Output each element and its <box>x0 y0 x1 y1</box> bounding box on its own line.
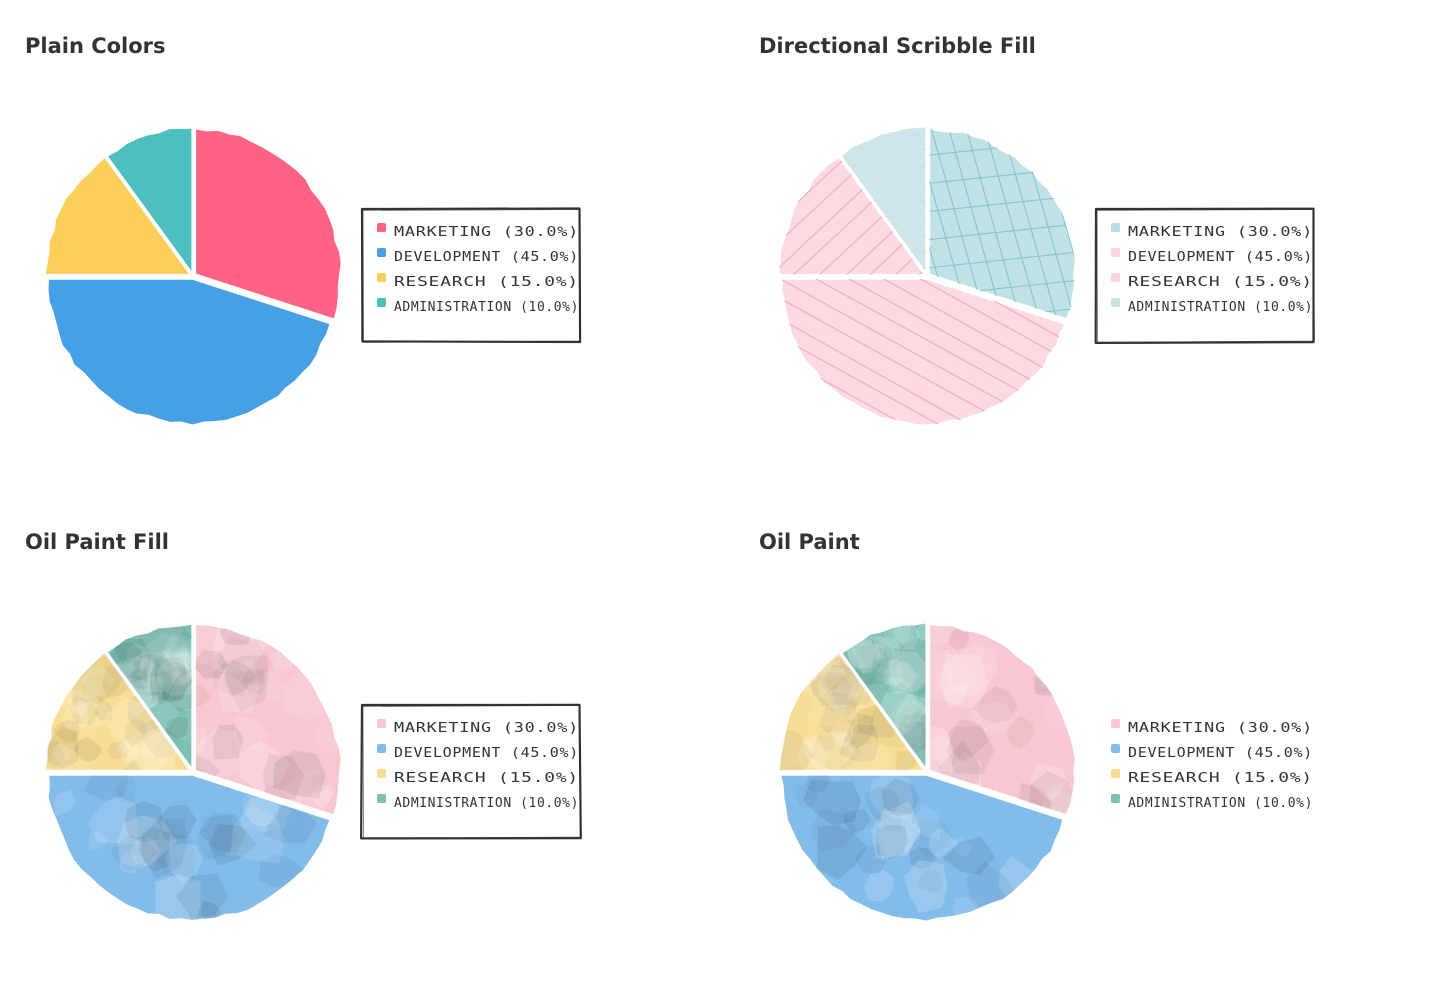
chart-panel-directional-scribble-fill: Directional Scribble Fill MARKETING (30.… <box>759 0 1440 480</box>
legend-item-marketing: MARKETING (30.0%) <box>1111 719 1313 736</box>
pie-slice-administration <box>106 127 193 274</box>
legend-item-marketing: MARKETING (30.0%) <box>377 719 579 736</box>
legend-label: RESEARCH (15.0%) <box>394 771 579 786</box>
pie-slice-development <box>47 278 332 426</box>
legend-item-administration: ADMINISTRATION (10.0%) <box>1111 794 1313 811</box>
legend-swatch <box>1111 794 1120 803</box>
pie-slice-research <box>778 651 926 772</box>
legend-item-research: RESEARCH (15.0%) <box>1111 769 1313 786</box>
legend-swatch <box>1111 769 1120 778</box>
pie-chart-oil-paint-fill: MARKETING (30.0%) DEVELOPMENT (45.0%) RESE… <box>43 623 582 922</box>
legend-border <box>1094 207 1315 344</box>
pie-slice-development <box>780 278 1067 427</box>
legend-swatch <box>1111 273 1120 282</box>
chart-legend: MARKETING (30.0%) DEVELOPMENT (45.0%) RESE… <box>1094 207 1315 344</box>
chart-title: Oil Paint Fill <box>25 530 169 554</box>
legend-label: DEVELOPMENT (45.0%) <box>394 250 579 265</box>
legend-item-development: DEVELOPMENT (45.0%) <box>377 248 579 265</box>
pie-chart-plain-colors: MARKETING (30.0%) DEVELOPMENT (45.0%) RESE… <box>44 127 582 426</box>
legend-item-administration: ADMINISTRATION (10.0%) <box>1111 298 1313 315</box>
legend-label: DEVELOPMENT (45.0%) <box>1128 746 1313 761</box>
pie-chart-directional-scribble-fill: MARKETING (30.0%) DEVELOPMENT (45.0%) RESE… <box>777 125 1315 427</box>
chart-title: Oil Paint <box>759 530 860 554</box>
legend-label: ADMINISTRATION (10.0%) <box>1128 300 1313 315</box>
legend-swatch <box>1111 298 1120 307</box>
legend-swatch <box>377 298 386 307</box>
legend-item-administration: ADMINISTRATION (10.0%) <box>377 794 579 811</box>
legend-item-development: DEVELOPMENT (45.0%) <box>1111 744 1313 761</box>
legend-item-marketing: MARKETING (30.0%) <box>377 223 579 240</box>
legend-label: MARKETING (30.0%) <box>394 225 579 240</box>
pie-slice-administration <box>840 125 927 276</box>
legend-swatch <box>1111 223 1120 232</box>
legend-label: MARKETING (30.0%) <box>1128 721 1313 736</box>
legend-border <box>360 703 582 840</box>
legend-swatch <box>1111 719 1120 728</box>
pie-slice-research <box>777 156 926 276</box>
pie-slice-marketing <box>928 127 1077 320</box>
legend-swatch <box>377 769 386 778</box>
legend-item-research: RESEARCH (15.0%) <box>377 769 579 786</box>
chart-panel-oil-paint: Oil Paint MARKETING (30.0%) DEVELOPMENT (… <box>759 496 1440 976</box>
legend-label: RESEARCH (15.0%) <box>394 275 579 290</box>
legend-swatch <box>1111 248 1120 257</box>
legend-item-research: RESEARCH (15.0%) <box>1111 273 1313 290</box>
legend-label: MARKETING (30.0%) <box>1128 225 1313 240</box>
legend-swatch <box>377 273 386 282</box>
legend-item-administration: ADMINISTRATION (10.0%) <box>377 298 579 315</box>
pie-slice-administration <box>105 623 193 772</box>
chart-legend: MARKETING (30.0%) DEVELOPMENT (45.0%) RESE… <box>360 703 582 840</box>
legend-label: DEVELOPMENT (45.0%) <box>1128 250 1313 265</box>
legend-label: ADMINISTRATION (10.0%) <box>394 796 579 811</box>
chart-panel-plain-colors: Plain Colors MARKETING (30.0%) DEVELOPMEN… <box>25 0 725 480</box>
legend-label: ADMINISTRATION (10.0%) <box>394 300 579 315</box>
pie-slice-research <box>44 156 192 276</box>
chart-panel-oil-paint-fill: Oil Paint Fill MARKETING (30.0%) DEVELOPM… <box>25 496 725 976</box>
legend-swatch <box>377 719 386 728</box>
legend-label: RESEARCH (15.0%) <box>1128 275 1313 290</box>
chart-title: Plain Colors <box>25 34 166 58</box>
pie-slice-marketing <box>194 127 343 321</box>
legend-border <box>360 207 582 344</box>
legend-swatch <box>1111 744 1120 753</box>
chart-title: Directional Scribble Fill <box>759 34 1036 58</box>
pie-chart-oil-paint: MARKETING (30.0%) DEVELOPMENT (45.0%) RESE… <box>778 621 1313 922</box>
legend-swatch <box>377 794 386 803</box>
legend-item-development: DEVELOPMENT (45.0%) <box>377 744 579 761</box>
legend-label: RESEARCH (15.0%) <box>1128 771 1313 786</box>
pie-slice-development <box>779 774 1064 922</box>
legend-item-marketing: MARKETING (30.0%) <box>1111 223 1313 240</box>
legend-label: MARKETING (30.0%) <box>394 721 579 736</box>
pie-slice-development <box>47 774 332 922</box>
legend-item-research: RESEARCH (15.0%) <box>377 273 579 290</box>
chart-legend: MARKETING (30.0%) DEVELOPMENT (45.0%) RESE… <box>1111 719 1313 811</box>
legend-label: ADMINISTRATION (10.0%) <box>1128 796 1313 811</box>
legend-swatch <box>377 248 386 257</box>
legend-swatch <box>377 744 386 753</box>
legend-swatch <box>377 223 386 232</box>
legend-item-development: DEVELOPMENT (45.0%) <box>1111 248 1313 265</box>
legend-label: DEVELOPMENT (45.0%) <box>394 746 579 761</box>
chart-legend: MARKETING (30.0%) DEVELOPMENT (45.0%) RESE… <box>360 207 582 344</box>
